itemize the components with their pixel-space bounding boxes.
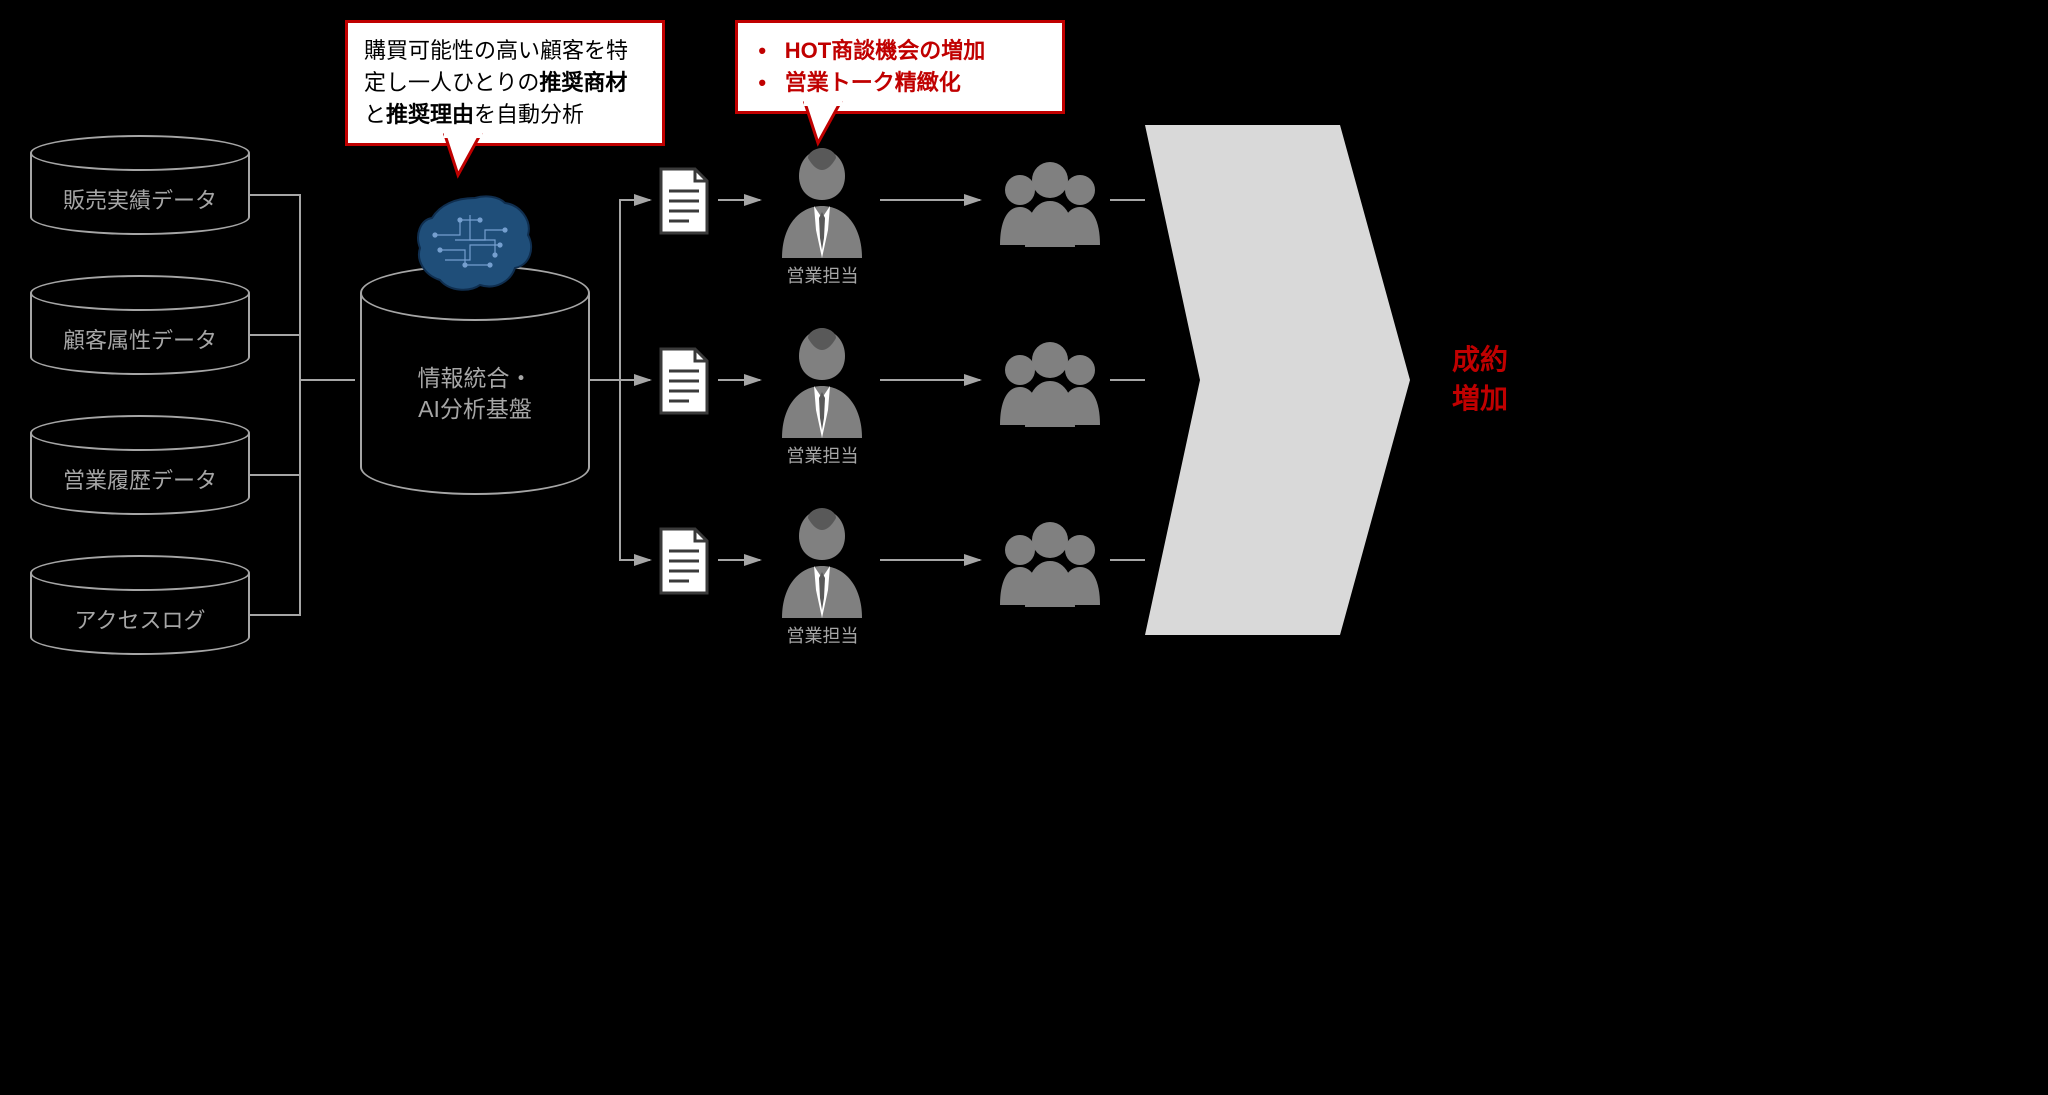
document-icon [655, 525, 713, 597]
balloon-item: HOT商談機会の増加 [754, 35, 1046, 67]
sales-rep-label: 営業担当 [770, 622, 875, 648]
document-icon [655, 345, 713, 417]
data-source-cylinder: 営業履歴データ [30, 415, 250, 515]
customer-group-icon [990, 155, 1110, 250]
data-source-cylinder: アクセスログ [30, 555, 250, 655]
ai-platform-label: 情報統合・ AI分析基盤 [360, 363, 590, 425]
data-source-label: アクセスログ [30, 603, 250, 635]
data-source-label: 販売実績データ [30, 183, 250, 215]
sales-rep-icon [770, 320, 875, 440]
outcome-text: 成約 増加 [1440, 340, 1520, 418]
balloon-item: 営業トーク精緻化 [754, 67, 1046, 99]
balloon-outcomes: HOT商談機会の増加 営業トーク精緻化 [735, 20, 1065, 114]
balloon-tail [800, 103, 850, 148]
sales-rep-label: 営業担当 [770, 442, 875, 468]
sales-rep-icon [770, 140, 875, 260]
customer-group-icon [990, 515, 1110, 610]
data-source-label: 営業履歴データ [30, 463, 250, 495]
outcome-chevron [1140, 115, 1420, 645]
customer-group-icon [990, 335, 1110, 430]
data-source-cylinder: 販売実績データ [30, 135, 250, 235]
balloon-ai-description: 購買可能性の高い顧客を特定し一人ひとりの推奨商材と推奨理由を自動分析 [345, 20, 665, 146]
ai-brain-icon [410, 190, 540, 295]
data-source-cylinder: 顧客属性データ [30, 275, 250, 375]
sales-rep-icon [770, 500, 875, 620]
data-source-label: 顧客属性データ [30, 323, 250, 355]
balloon-tail [440, 135, 490, 180]
ai-platform-cylinder: 情報統合・ AI分析基盤 [360, 265, 590, 495]
document-icon [655, 165, 713, 237]
sales-rep-label: 営業担当 [770, 262, 875, 288]
